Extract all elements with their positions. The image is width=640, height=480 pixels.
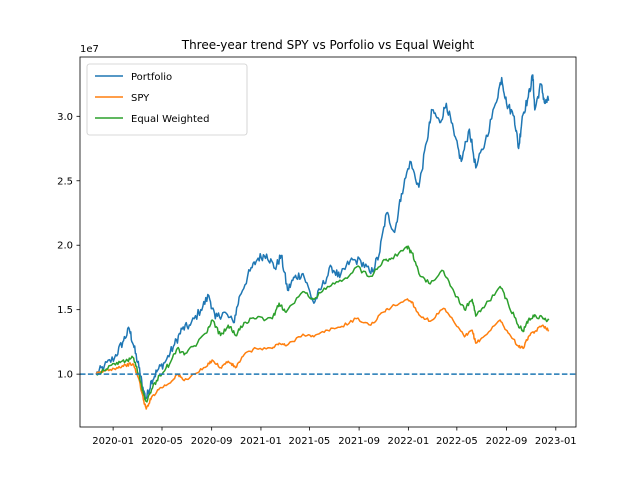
legend: Portfolio SPY Equal Weighted — [86, 63, 248, 136]
x-tick-label: 2020-01 — [92, 436, 134, 447]
legend-label: Portfolio — [131, 72, 172, 83]
x-tick-label: 2023-01 — [535, 436, 577, 447]
series-line-spy — [95, 298, 550, 410]
x-tick-label: 2022-01 — [387, 436, 429, 447]
x-tick-label: 2021-09 — [338, 436, 380, 447]
series-line-portfolio — [95, 74, 550, 400]
y-tick-label: 3.0 — [57, 112, 73, 123]
series-layer — [95, 74, 550, 410]
y-tick-label: 1.0 — [57, 370, 73, 381]
y-axis-offset-label: 1e7 — [80, 44, 99, 55]
x-tick-label: 2020-05 — [141, 436, 183, 447]
y-axis: 1.0 1.5 2.0 2.5 3.0 — [57, 112, 80, 381]
legend-label: SPY — [131, 93, 150, 104]
chart-title: Three-year trend SPY vs Porfolio vs Equa… — [181, 38, 475, 52]
plot-frame — [79, 56, 577, 428]
series-line-equal-weighted — [95, 245, 550, 403]
x-tick-label: 2022-05 — [436, 436, 478, 447]
x-tick-label: 2021-05 — [289, 436, 331, 447]
x-tick-label: 2020-09 — [191, 436, 233, 447]
y-tick-label: 2.5 — [57, 176, 73, 187]
y-tick-label: 1.5 — [57, 305, 73, 316]
y-tick-label: 2.0 — [57, 241, 73, 252]
x-axis: 2020-01 2020-05 2020-09 2021-01 2021-05 2021-… — [92, 427, 577, 447]
legend-label: Equal Weighted — [131, 114, 209, 125]
legend-box — [86, 63, 248, 136]
x-tick-label: 2021-01 — [240, 436, 282, 447]
x-tick-label: 2022-09 — [486, 436, 528, 447]
